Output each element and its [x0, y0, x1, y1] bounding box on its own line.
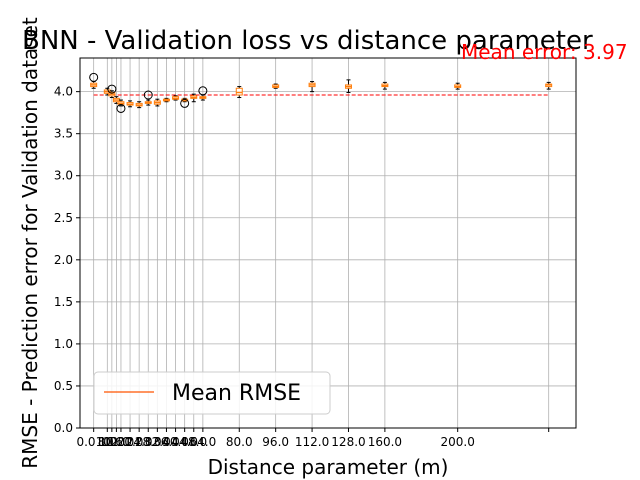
box [180, 97, 190, 108]
x-tick-label: 112.0 [295, 435, 329, 449]
x-tick-label: 200.0 [441, 435, 475, 449]
box [103, 87, 111, 96]
x-tick-label: 0.010 [76, 435, 110, 449]
x-axis-title: Distance parameter (m) [208, 455, 449, 479]
outlier-point [198, 86, 208, 96]
x-tick-label: 64.0 [190, 435, 217, 449]
y-tick-label: 1.5 [54, 295, 73, 309]
x-tick-label: 8.0 [98, 435, 117, 449]
box [454, 82, 462, 90]
plot-frame [79, 57, 577, 429]
box [89, 72, 99, 89]
x-ticks: 0.0108.010.012.016.020.024.028.032.036.0… [76, 428, 550, 449]
box [126, 100, 134, 108]
x-tick-label: 20.0 [117, 435, 144, 449]
y-ticks: 0.0 0.5 1.0 1.5 2.0 2.5 3.0 3.5 4.0 [54, 85, 80, 435]
box [116, 99, 126, 113]
chart-title: BNN - Validation loss vs distance parame… [22, 26, 593, 56]
box [545, 81, 553, 90]
x-tick-label: 28.0 [135, 435, 162, 449]
box [198, 86, 208, 101]
x-tick-label: 80.0 [226, 435, 253, 449]
x-tick-label: 44.0 [171, 435, 198, 449]
x-tick-label: 48.0 [180, 435, 207, 449]
x-tick-label: 10.0 [98, 435, 125, 449]
y-tick-label: 0.5 [54, 379, 73, 393]
y-tick-label: 3.0 [54, 169, 73, 183]
outlier-point [143, 90, 153, 100]
outlier-point [107, 84, 117, 94]
box [143, 90, 153, 106]
outlier-point [116, 103, 126, 113]
x-tick-label: 40.0 [162, 435, 189, 449]
x-tick-label: 96.0 [262, 435, 289, 449]
box [107, 84, 117, 99]
x-tick-label: 128.0 [331, 435, 365, 449]
box [172, 95, 180, 101]
box [153, 98, 161, 107]
y-tick-label: 0.0 [54, 421, 73, 435]
x-tick-label: 160.0 [368, 435, 402, 449]
x-tick-label: 16.0 [108, 435, 135, 449]
box [162, 97, 170, 103]
x-tick-label: 36.0 [153, 435, 180, 449]
mean-error-annotation: Mean error: 3.97 [461, 40, 628, 64]
legend: Mean RMSE [93, 371, 331, 415]
box [344, 79, 352, 93]
box [135, 101, 143, 109]
x-tick-label: 32.0 [144, 435, 171, 449]
legend-label: Mean RMSE [172, 381, 301, 406]
x-tick-label: 12.0 [103, 435, 130, 449]
x-tick-label: 24.0 [126, 435, 153, 449]
legend-box [93, 371, 331, 415]
box [308, 81, 316, 93]
y-tick-label: 2.0 [54, 253, 73, 267]
box [235, 86, 243, 99]
grid-layer [80, 58, 576, 429]
outlier-point [180, 98, 190, 108]
y-tick-label: 2.5 [54, 211, 73, 225]
outlier-point [89, 72, 99, 82]
box [381, 81, 389, 90]
y-tick-label: 1.0 [54, 337, 73, 351]
y-tick-label: 4.0 [54, 85, 73, 99]
boxes-layer [89, 72, 553, 113]
y-tick-label: 3.5 [54, 127, 73, 141]
box-body [235, 87, 243, 96]
box [272, 83, 280, 89]
y-axis-title: RMSE - Prediction error for Validation d… [18, 17, 42, 469]
box [190, 93, 198, 103]
